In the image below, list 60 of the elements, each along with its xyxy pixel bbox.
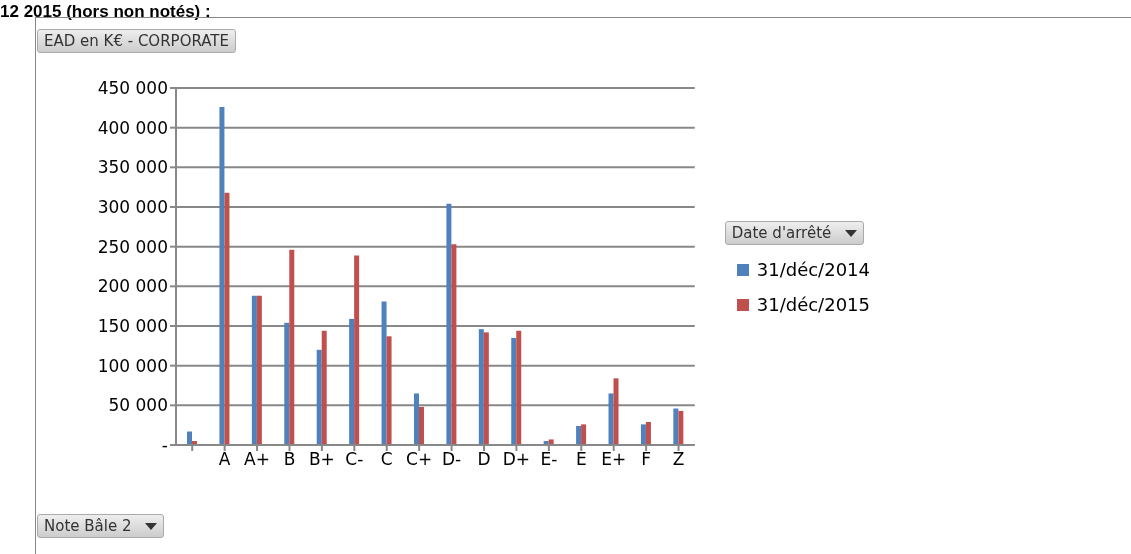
bar bbox=[316, 349, 322, 445]
legend-title: Date d'arrêté bbox=[731, 224, 832, 242]
bar bbox=[224, 192, 230, 445]
y-tick-label: 50 000 bbox=[108, 395, 168, 416]
y-tick-label: 300 000 bbox=[97, 197, 168, 218]
x-tick-label: D+ bbox=[502, 449, 531, 470]
x-tick-label: A bbox=[218, 449, 231, 470]
legend-label: 31/déc/2014 bbox=[755, 259, 870, 280]
bar bbox=[608, 393, 614, 445]
bar bbox=[645, 421, 651, 445]
y-tick-label: - bbox=[161, 435, 168, 456]
bar bbox=[349, 318, 355, 445]
bar bbox=[418, 406, 424, 445]
x-tick-label: E bbox=[575, 449, 587, 470]
bar bbox=[381, 301, 387, 445]
bar bbox=[451, 244, 457, 445]
x-axis-title: Note Bâle 2 bbox=[44, 517, 132, 535]
x-tick-label: Z bbox=[672, 449, 685, 470]
x-tick-label: C bbox=[380, 449, 393, 470]
bar bbox=[640, 424, 646, 445]
bar bbox=[354, 255, 360, 445]
x-tick-label: C- bbox=[345, 449, 364, 470]
x-tick-label: D bbox=[477, 449, 491, 470]
bar bbox=[678, 410, 684, 445]
bar bbox=[256, 295, 262, 445]
bar bbox=[576, 425, 582, 445]
bar bbox=[516, 330, 522, 445]
bar bbox=[673, 408, 679, 445]
x-tick-label: F bbox=[641, 449, 652, 470]
y-tick-label: 350 000 bbox=[97, 157, 168, 178]
bar bbox=[483, 332, 489, 445]
legend-label: 31/déc/2015 bbox=[755, 294, 870, 315]
x-tick-label: D- bbox=[441, 449, 462, 470]
bar bbox=[321, 330, 327, 445]
x-tick-label: B+ bbox=[308, 449, 335, 470]
bar bbox=[219, 107, 225, 445]
text: 12 2015 (hors non notés) : bbox=[0, 2, 211, 22]
bar bbox=[581, 424, 587, 445]
x-tick-label: A+ bbox=[244, 449, 270, 470]
y-tick-label: 450 000 bbox=[97, 78, 168, 99]
x-tick-label: B bbox=[283, 449, 296, 470]
y-tick-label: 250 000 bbox=[97, 236, 168, 257]
y-tick-label: 400 000 bbox=[97, 117, 168, 138]
bar bbox=[289, 249, 295, 445]
bar bbox=[251, 295, 257, 445]
y-tick-label: 200 000 bbox=[97, 276, 168, 297]
y-tick-label: 150 000 bbox=[97, 316, 168, 337]
bar bbox=[413, 393, 419, 445]
bar bbox=[613, 378, 619, 445]
bar bbox=[386, 336, 392, 445]
x-tick-label: E- bbox=[540, 449, 558, 470]
bar bbox=[478, 329, 484, 445]
chart-title: EAD en K€ - CORPORATE bbox=[44, 32, 229, 50]
bar bbox=[284, 322, 290, 445]
bar bbox=[446, 203, 452, 445]
bar bbox=[511, 337, 517, 445]
x-tick-label: C+ bbox=[406, 449, 433, 470]
x-tick-label: E+ bbox=[601, 449, 627, 470]
y-tick-label: 100 000 bbox=[97, 355, 168, 376]
bar bbox=[187, 431, 193, 445]
